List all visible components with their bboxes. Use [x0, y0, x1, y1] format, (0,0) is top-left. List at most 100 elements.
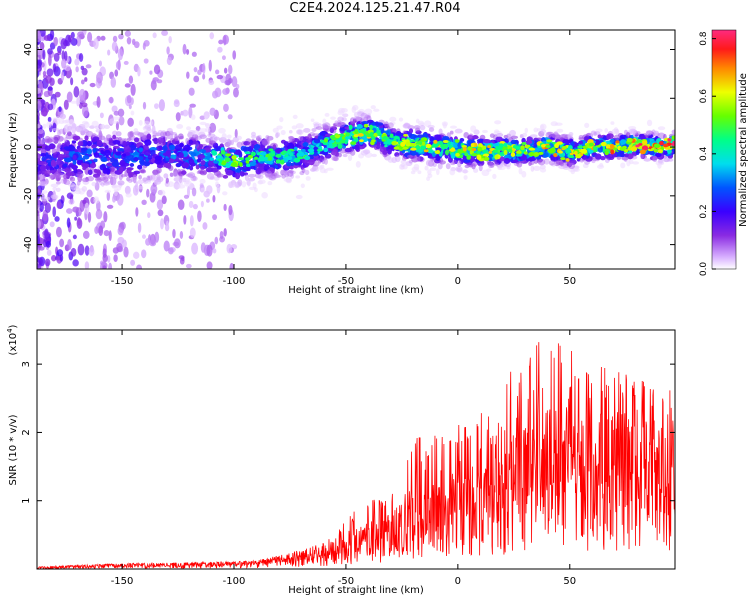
heatmap-peak [213, 160, 220, 164]
heatmap-cell [398, 117, 404, 122]
colorbar-label: Normalized spectral amplitude [738, 73, 749, 227]
heatmap-cell [300, 183, 305, 189]
heatmap-cell [94, 226, 99, 235]
heatmap-cell [489, 133, 495, 138]
heatmap-cell [293, 146, 298, 151]
heatmap-cell [74, 216, 78, 221]
heatmap-cell [274, 148, 282, 154]
heatmap-cell [543, 158, 550, 165]
heatmap-cell [473, 168, 479, 173]
heatmap-peak [279, 159, 285, 165]
heatmap-peak [471, 152, 478, 157]
heatmap-cell [124, 185, 131, 195]
heatmap-cell [53, 172, 60, 179]
heatmap-cell [73, 86, 80, 98]
heatmap-cell [629, 128, 637, 134]
heatmap-cell [88, 246, 95, 257]
heatmap-cell [337, 116, 345, 122]
heatmap-cell [611, 128, 619, 135]
heatmap-cell [542, 152, 549, 158]
heatmap-cell [189, 162, 196, 167]
heatmap-cell [64, 128, 72, 133]
heatmap-cell [123, 246, 129, 258]
heatmap-cell [130, 177, 135, 182]
heatmap-cell [109, 118, 115, 125]
heatmap-cell [42, 70, 47, 77]
heatmap-cell [225, 170, 234, 176]
heatmap-peak [329, 134, 336, 140]
heatmap-cell [481, 169, 490, 177]
heatmap-peak [498, 143, 504, 149]
heatmap-peak [556, 141, 563, 145]
heatmap-peak [405, 141, 411, 147]
heatmap-cell [441, 121, 448, 127]
heatmap-peak [483, 149, 487, 155]
heatmap-cell [231, 76, 238, 88]
heatmap-cell [150, 184, 158, 195]
heatmap-cell [209, 107, 216, 116]
heatmap-cell [102, 176, 109, 183]
heatmap-cell [177, 199, 185, 211]
heatmap-cell [411, 149, 417, 156]
heatmap-cell [129, 163, 135, 167]
heatmap-peak [369, 124, 373, 130]
heatmap-cell [250, 165, 256, 170]
heatmap-cell [275, 171, 279, 178]
heatmap-cell [168, 247, 174, 255]
heatmap-cell [267, 181, 273, 186]
heatmap-cell [111, 161, 120, 168]
heatmap-cell [142, 177, 148, 182]
heatmap-cell [317, 135, 324, 140]
heatmap-cell [196, 158, 202, 163]
heatmap-cell [77, 243, 85, 256]
heatmap-cell [302, 142, 309, 147]
heatmap-cell [216, 171, 222, 178]
heatmap-peak [483, 156, 490, 161]
heatmap-cell [422, 132, 429, 139]
heatmap-cell [81, 102, 88, 108]
heatmap-cell [77, 156, 84, 161]
heatmap-cell [46, 249, 52, 256]
heatmap-cell [142, 101, 147, 110]
heatmap-cell [93, 168, 98, 173]
colorbar-gradient [711, 29, 737, 270]
heatmap-peak [238, 157, 245, 161]
heatmap-cell [476, 138, 485, 143]
heatmap-cell [168, 35, 172, 44]
heatmap-cell [55, 119, 61, 125]
heatmap-cell [143, 149, 151, 156]
heatmap-cell [163, 173, 169, 179]
heatmap-cell [183, 194, 190, 199]
heatmap-cell [71, 123, 77, 129]
heatmap-cell [205, 122, 211, 129]
heatmap-cell [604, 128, 609, 133]
heatmap-cell [533, 127, 539, 133]
heatmap-cell [223, 35, 227, 46]
heatmap-cell [112, 35, 118, 43]
heatmap-cell [116, 186, 122, 191]
snr-frame [36, 329, 676, 570]
heatmap-cell [60, 71, 65, 82]
heatmap-cell [324, 158, 328, 165]
heatmap-cell [182, 43, 187, 55]
heatmap-cell [124, 30, 131, 37]
heatmap-cell [272, 127, 279, 133]
heatmap-cell [197, 210, 202, 223]
heatmap-cell [223, 67, 228, 74]
heatmap-cell [72, 234, 77, 240]
heatmap-cell [413, 125, 421, 130]
heatmap-cell [55, 187, 61, 193]
heatmap-peak [638, 142, 643, 146]
heatmap-peak [420, 145, 426, 151]
heatmap-cell [186, 71, 190, 79]
heatmap-cell [533, 165, 541, 171]
heatmap-cell [503, 157, 511, 164]
heatmap-cell [289, 165, 294, 170]
heatmap-cell [578, 140, 584, 145]
heatmap-cell [559, 160, 564, 167]
heatmap-peak [267, 160, 274, 165]
heatmap-cell [266, 135, 274, 141]
heatmap-cell [288, 136, 295, 142]
heatmap-peak [340, 139, 346, 144]
heatmap-cell [87, 169, 93, 176]
